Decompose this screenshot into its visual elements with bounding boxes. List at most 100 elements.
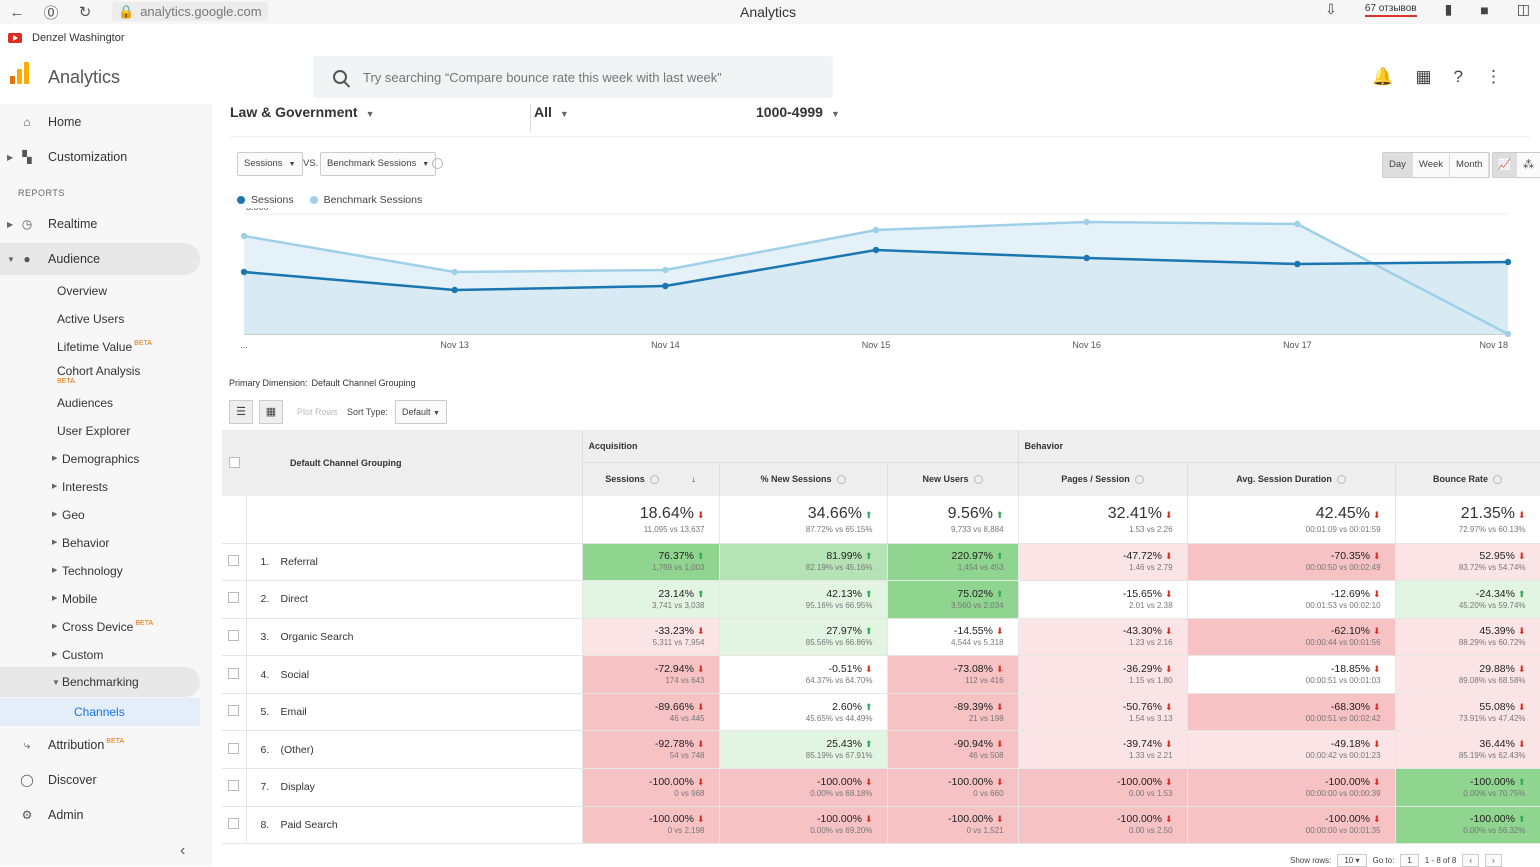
help-icon[interactable] — [649, 475, 659, 485]
channel-link[interactable]: Paid Search — [280, 818, 338, 831]
compare-metric-select[interactable]: Benchmark Sessions ▼ — [320, 152, 437, 176]
channel-link[interactable]: Referral — [280, 555, 318, 568]
sidebar-icon[interactable]: ◫ — [1516, 1, 1530, 17]
sidebar-item-behavior[interactable]: ▶ Behavior — [52, 536, 110, 550]
sidebar-item-cohort-analysis[interactable]: Cohort Analysis BETA — [57, 364, 141, 385]
sidebar-item-realtime[interactable]: ▶ ◷ Realtime — [7, 217, 98, 231]
column-header[interactable]: New Users — [887, 461, 1019, 496]
help-icon[interactable]: ? — [1453, 67, 1463, 86]
sidebar-item-benchmarking[interactable]: ▼ Benchmarking — [0, 667, 200, 697]
collapse-sidebar-icon[interactable]: ‹ — [180, 842, 186, 859]
extension-icon[interactable]: ■ — [1480, 1, 1489, 18]
bookmark-icon[interactable]: ▮ — [1444, 1, 1453, 17]
sidebar-item-active-users[interactable]: Active Users — [57, 312, 125, 326]
sort-type-select[interactable]: Default ▼ — [395, 400, 447, 424]
column-header[interactable]: Avg. Session Duration — [1187, 461, 1396, 496]
channel-link[interactable]: Organic Search — [280, 630, 354, 643]
sidebar-item-cross-device[interactable]: ▶ Cross Device BETA — [52, 620, 154, 634]
help-icon[interactable] — [1493, 475, 1503, 485]
comparison-view-icon[interactable]: ▦ — [259, 400, 283, 424]
table-row[interactable]: 2. Direct 23.14% ⬆ 3,741 vs 3,038 42.13% ⬆ 95.1… — [222, 580, 1540, 619]
channel-link[interactable]: Email — [280, 706, 307, 719]
address-bar[interactable]: 🔒 analytics.google.com — [112, 2, 268, 21]
row-checkbox[interactable] — [228, 667, 240, 679]
reload-icon[interactable]: ↻ — [78, 4, 92, 21]
sidebar-item-attribution[interactable]: ⤷ Attribution BETA — [0, 729, 200, 761]
reviews-badge[interactable]: 67 отзывов — [1364, 3, 1417, 17]
primary-dimension-value[interactable]: Default Channel Grouping — [311, 378, 416, 388]
help-icon[interactable] — [1336, 475, 1346, 485]
row-checkbox[interactable] — [228, 705, 240, 717]
sidebar-item-lifetime-value[interactable]: Lifetime Value BETA — [57, 340, 152, 354]
show-rows-select[interactable]: 10 ▾ — [1337, 854, 1367, 867]
row-checkbox[interactable] — [228, 742, 240, 754]
sidebar-item-geo[interactable]: ▶ Geo — [52, 508, 85, 522]
period-day-button[interactable]: Day — [1383, 153, 1413, 177]
bookmark-item[interactable]: Denzel Washingtor — [32, 32, 125, 44]
row-checkbox[interactable] — [228, 780, 240, 792]
sidebar-item-interests[interactable]: ▶ Interests — [52, 480, 109, 494]
sidebar-item-technology[interactable]: ▶ Technology — [52, 564, 123, 578]
sidebar-item-audience[interactable]: ▼ ● Audience — [0, 243, 200, 275]
shield-icon[interactable]: ⓪ — [43, 4, 59, 22]
plot-rows-button[interactable]: Plot Rows — [297, 407, 338, 417]
goto-page-input[interactable]: 1 — [1400, 854, 1419, 867]
channel-link[interactable]: Display — [280, 781, 315, 794]
remove-compare-icon[interactable] — [432, 158, 443, 169]
channel-link[interactable]: (Other) — [280, 743, 314, 756]
table-row[interactable]: 6. (Other) -92.78% ⬇ 54 vs 748 25.43% ⬆ 85.19% … — [222, 730, 1540, 770]
table-row[interactable]: 1. Referral 76.37% ⬆ 1,769 vs 1,003 81.99% ⬆ 82… — [222, 543, 1540, 582]
size-filter[interactable]: 1000-4999 ▼ — [756, 104, 840, 120]
table-view-icon[interactable]: ☰ — [229, 400, 253, 424]
apps-grid-icon[interactable]: ▦ — [1415, 67, 1432, 86]
table-row[interactable]: 3. Organic Search -33.23% ⬇ 5,311 vs 7,954 27… — [222, 618, 1540, 657]
period-week-button[interactable]: Week — [1412, 153, 1451, 177]
sidebar-item-overview[interactable]: Overview — [57, 284, 108, 298]
sidebar-item-user-explorer[interactable]: User Explorer — [57, 424, 131, 438]
prev-page-icon[interactable]: ‹ — [1462, 854, 1480, 867]
help-icon[interactable] — [1134, 475, 1144, 485]
search-bar[interactable] — [313, 56, 833, 98]
sidebar-item-demographics[interactable]: ▶ Demographics — [52, 452, 140, 466]
region-filter[interactable]: All ▼ — [534, 104, 569, 120]
row-checkbox[interactable] — [228, 592, 240, 604]
next-page-icon[interactable]: › — [1485, 854, 1502, 867]
metric-select[interactable]: Sessions ▼ — [237, 152, 303, 176]
table-row[interactable]: 4. Social -72.94% ⬇ 174 vs 643 -0.51% ⬇ 64.37% … — [222, 655, 1540, 694]
table-row[interactable]: 8. Paid Search -100.00% ⬇ 0 vs 2,198 -100.00%… — [222, 806, 1540, 845]
column-header[interactable]: Sessions ↓ — [582, 461, 720, 496]
sidebar-item-customization[interactable]: ▶ ▚ Customization — [7, 150, 128, 164]
more-vert-icon[interactable]: ⋮ — [1485, 67, 1502, 86]
sidebar-item-custom[interactable]: ▶ Custom — [52, 648, 104, 662]
row-checkbox[interactable] — [228, 629, 240, 641]
sidebar-item-mobile[interactable]: ▶ Mobile — [52, 592, 98, 606]
dimension-header[interactable]: Default Channel Grouping — [246, 430, 583, 496]
table-row[interactable]: 5. Email -89.66% ⬇ 46 vs 445 2.60% ⬆ 45.65% vs … — [222, 693, 1540, 732]
sidebar-item-home[interactable]: ⌂ Home — [0, 106, 200, 138]
select-all-checkbox[interactable] — [228, 456, 240, 468]
table-row[interactable]: 7. Display -100.00% ⬇ 0 vs 968 -100.00% ⬇ 0.00%… — [222, 768, 1540, 807]
back-icon[interactable]: ← — [9, 3, 25, 21]
industry-filter[interactable]: Law & Government ▼ — [230, 104, 375, 120]
help-icon[interactable] — [973, 475, 983, 485]
legend-item-benchmark[interactable]: Benchmark Sessions — [309, 194, 422, 206]
column-header[interactable]: Pages / Session — [1018, 461, 1188, 496]
line-chart-icon[interactable]: 📈 — [1493, 153, 1517, 177]
period-month-button[interactable]: Month — [1450, 153, 1490, 177]
help-icon[interactable] — [836, 475, 846, 485]
row-checkbox[interactable] — [228, 554, 240, 566]
download-icon[interactable]: ⇩ — [1325, 1, 1337, 17]
motion-chart-icon[interactable]: ⁂ — [1517, 153, 1540, 177]
search-input[interactable] — [363, 69, 803, 85]
sidebar-item-discover[interactable]: ◯ Discover — [20, 773, 97, 787]
row-checkbox[interactable] — [228, 817, 240, 829]
channel-link[interactable]: Social — [280, 668, 310, 681]
sidebar-item-admin[interactable]: ⚙ Admin — [21, 808, 84, 822]
legend-item-sessions[interactable]: Sessions — [237, 194, 294, 206]
sidebar-item-channels[interactable]: Channels — [0, 698, 200, 726]
notifications-bell-icon[interactable]: 🔔 — [1372, 67, 1394, 86]
sort-desc-icon[interactable]: ↓ — [688, 474, 696, 485]
column-header[interactable]: % New Sessions — [719, 461, 888, 496]
channel-link[interactable]: Direct — [280, 593, 308, 606]
column-header[interactable]: Bounce Rate — [1395, 461, 1540, 496]
